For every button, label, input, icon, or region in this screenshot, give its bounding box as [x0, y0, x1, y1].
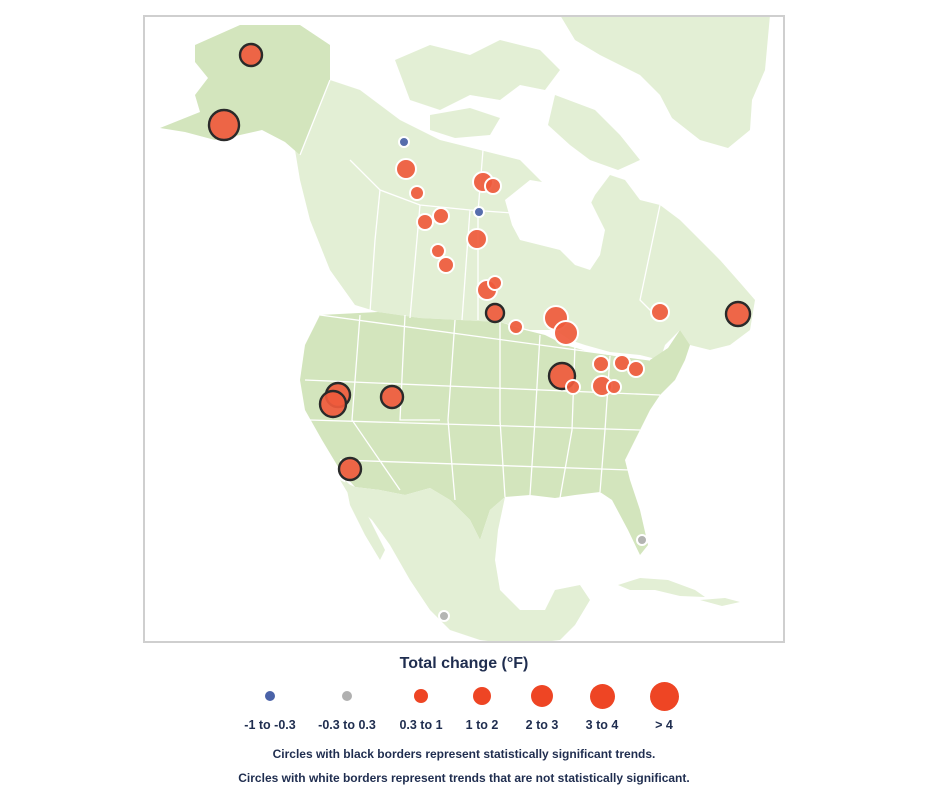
note-significant: Circles with black borders represent sta… — [272, 747, 656, 761]
site-marker — [395, 158, 417, 180]
alaska-landmass — [160, 25, 330, 155]
legend-circle-icon — [531, 685, 553, 707]
site-marker — [473, 206, 485, 218]
site-marker — [430, 243, 446, 259]
site-marker — [606, 379, 622, 395]
legend-swatch — [302, 678, 392, 714]
site-marker — [432, 207, 450, 225]
site-marker — [238, 42, 264, 68]
legend-circle-icon — [342, 691, 352, 701]
site-marker — [484, 302, 506, 324]
legend-label: 0.3 to 1 — [399, 718, 443, 732]
legend-item: 3 to 4 — [557, 678, 647, 732]
hudson-bay — [505, 180, 605, 270]
legend-item: -0.3 to 0.3 — [302, 678, 392, 732]
site-marker — [379, 384, 405, 410]
site-marker — [438, 610, 450, 622]
arctic-islands — [395, 40, 560, 110]
legend-label: -1 to -0.3 — [244, 718, 296, 732]
legend-swatch — [376, 678, 466, 714]
victoria-island — [430, 108, 500, 138]
site-marker — [553, 320, 579, 346]
site-marker — [437, 256, 455, 274]
cuba-landmass — [618, 578, 705, 597]
site-marker — [592, 355, 610, 373]
legend-item: > 4 — [619, 678, 709, 732]
map-frame — [143, 15, 785, 643]
legend-swatch — [225, 678, 315, 714]
site-marker — [508, 319, 524, 335]
site-marker — [487, 275, 503, 291]
baja-california — [345, 480, 385, 560]
legend-circle-icon — [649, 681, 679, 711]
site-marker — [627, 360, 645, 378]
legend-label: 2 to 3 — [525, 718, 559, 732]
site-marker — [398, 136, 410, 148]
site-marker — [724, 300, 752, 328]
site-marker — [484, 177, 502, 195]
site-marker — [636, 534, 648, 546]
site-marker — [650, 302, 670, 322]
legend-circle-icon — [473, 687, 491, 705]
north-america-map — [160, 17, 770, 641]
caribbean-islands — [700, 598, 740, 606]
sites-layer — [207, 42, 752, 622]
united-states-landmass — [300, 312, 690, 555]
site-marker — [466, 228, 488, 250]
legend-item: 0.3 to 1 — [376, 678, 466, 732]
legend-swatch — [619, 678, 709, 714]
greenland-landmass — [561, 17, 770, 148]
legend-swatch — [437, 678, 527, 714]
legend-item: 2 to 3 — [497, 678, 587, 732]
legend-label: -0.3 to 0.3 — [318, 718, 376, 732]
site-marker — [409, 185, 425, 201]
legend-swatch — [497, 678, 587, 714]
site-marker — [565, 379, 581, 395]
legend: -1 to -0.3 -0.3 to 0.3 0.3 to 1 1 to 2 2 to … — [0, 678, 928, 738]
note-nonsignificant: Circles with white borders represent tre… — [238, 771, 690, 785]
legend-circle-icon — [265, 691, 275, 701]
baffin-island — [548, 95, 640, 170]
mexico-landmass — [340, 480, 590, 641]
site-marker — [318, 389, 348, 419]
legend-circle-icon — [589, 683, 615, 709]
legend-item: -1 to -0.3 — [225, 678, 315, 732]
legend-label: 3 to 4 — [585, 718, 619, 732]
legend-swatch — [557, 678, 647, 714]
legend-circle-icon — [414, 689, 428, 703]
legend-label: 1 to 2 — [465, 718, 499, 732]
site-marker — [337, 456, 363, 482]
legend-title: Total change (°F) — [399, 655, 529, 672]
legend-item: 1 to 2 — [437, 678, 527, 732]
legend-label: > 4 — [655, 718, 673, 732]
site-marker — [416, 213, 434, 231]
site-marker — [207, 108, 241, 142]
